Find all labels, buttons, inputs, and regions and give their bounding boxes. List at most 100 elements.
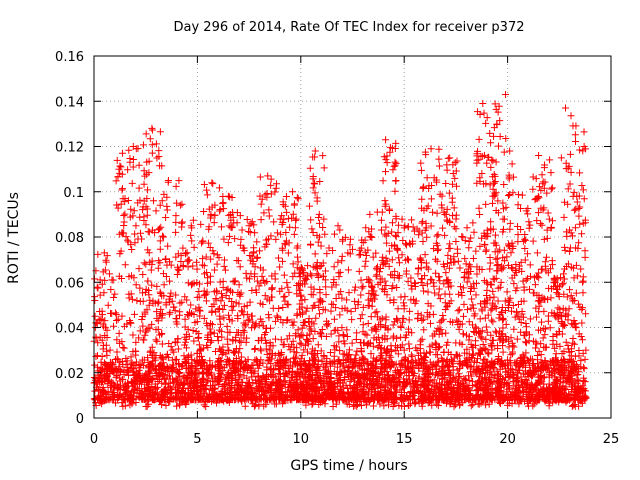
data-point	[144, 358, 152, 366]
data-point	[357, 401, 365, 409]
data-point	[241, 402, 249, 410]
data-point	[145, 169, 153, 177]
data-point	[148, 141, 156, 149]
data-point	[122, 361, 130, 369]
data-point	[220, 364, 228, 372]
data-point	[129, 155, 137, 163]
data-point	[128, 246, 136, 254]
data-point	[116, 230, 124, 238]
data-point	[210, 381, 218, 389]
data-point	[110, 294, 118, 302]
data-point	[103, 351, 111, 359]
data-point	[140, 180, 148, 188]
data-point	[154, 317, 162, 325]
chart-title: Day 296 of 2014, Rate Of TEC Index for r…	[174, 20, 525, 35]
data-point	[100, 388, 108, 396]
data-point	[482, 401, 490, 409]
data-point	[112, 310, 120, 318]
data-point	[152, 385, 160, 393]
data-point	[145, 249, 153, 257]
data-point	[140, 336, 148, 344]
data-point	[188, 356, 196, 364]
data-point	[141, 331, 149, 339]
data-point	[132, 368, 140, 376]
data-point	[156, 237, 164, 245]
data-point	[158, 162, 166, 170]
data-point	[415, 373, 423, 381]
data-point	[117, 381, 125, 389]
data-point	[100, 341, 108, 349]
data-point	[337, 368, 345, 376]
data-point	[135, 334, 143, 342]
data-point	[125, 395, 133, 403]
data-point	[139, 141, 147, 149]
data-point	[107, 286, 115, 293]
data-point	[101, 377, 109, 385]
data-point	[106, 270, 114, 278]
data-point	[128, 364, 136, 372]
data-point	[120, 212, 128, 220]
data-point	[122, 389, 130, 397]
data-point	[150, 197, 158, 205]
data-point	[94, 339, 102, 347]
data-point	[120, 344, 128, 352]
data-point	[131, 371, 139, 379]
data-point	[117, 200, 125, 208]
data-point	[146, 296, 154, 304]
data-point	[132, 222, 140, 230]
data-point	[131, 230, 139, 238]
data-point	[91, 361, 99, 369]
data-point	[395, 401, 403, 409]
data-point	[144, 393, 152, 401]
data-point	[467, 402, 475, 410]
data-point	[175, 373, 183, 381]
data-point	[142, 389, 150, 397]
data-point	[118, 312, 126, 320]
data-point	[114, 315, 122, 323]
data-point	[407, 400, 415, 408]
data-point	[157, 354, 165, 362]
data-point	[102, 324, 110, 332]
data-point	[144, 381, 152, 389]
data-point	[139, 322, 147, 330]
data-point	[153, 282, 161, 290]
data-point	[91, 312, 99, 320]
data-point	[121, 380, 129, 388]
data-point	[142, 260, 150, 268]
data-point	[327, 374, 335, 382]
data-point	[129, 378, 137, 386]
data-point	[569, 401, 577, 409]
data-point	[113, 348, 121, 356]
data-point	[98, 280, 106, 288]
data-point	[122, 388, 130, 396]
data-point	[450, 403, 458, 411]
data-point	[116, 374, 124, 382]
data-point	[156, 288, 164, 296]
data-point	[156, 225, 164, 233]
data-point	[150, 394, 158, 402]
data-point	[118, 170, 126, 178]
data-point	[121, 210, 129, 218]
data-point	[130, 274, 138, 282]
data-point	[136, 327, 144, 335]
data-point	[363, 360, 371, 368]
data-point	[126, 319, 134, 327]
data-point	[152, 207, 160, 215]
data-point	[116, 250, 124, 258]
data-point	[93, 283, 101, 291]
data-point	[91, 396, 99, 404]
data-point	[122, 233, 130, 241]
data-point	[335, 356, 343, 364]
data-point	[138, 394, 146, 402]
data-point	[142, 130, 150, 138]
data-point	[115, 272, 123, 280]
data-point	[389, 402, 397, 410]
data-point	[139, 297, 147, 305]
data-point	[139, 289, 147, 297]
data-point	[129, 163, 137, 171]
data-point	[351, 402, 359, 410]
data-point	[113, 380, 121, 388]
data-point	[98, 367, 106, 375]
data-point	[155, 153, 163, 161]
